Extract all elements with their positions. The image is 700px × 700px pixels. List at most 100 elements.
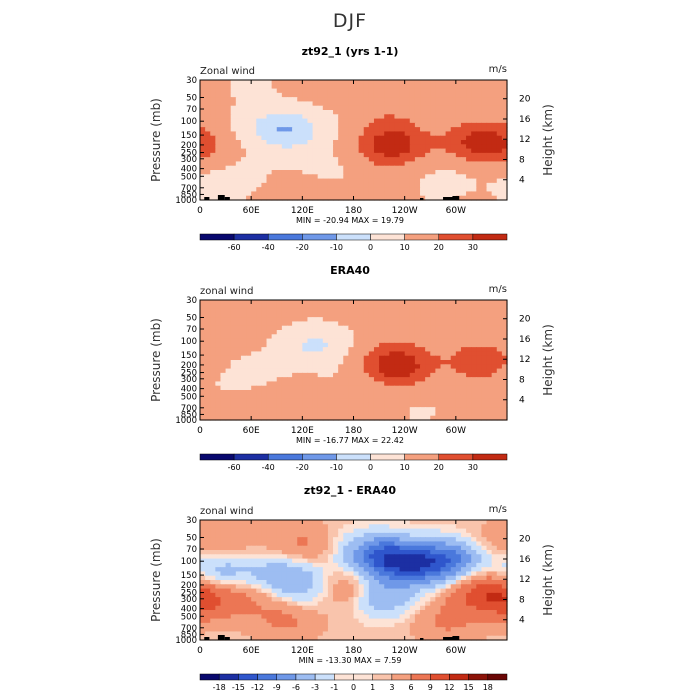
contour-cell [343, 575, 349, 581]
contour-cell [312, 122, 319, 128]
contour-cell [445, 398, 452, 404]
contour-cell [276, 135, 283, 141]
contour-cell [414, 92, 421, 98]
contour-cell [317, 402, 324, 408]
contour-cell [501, 588, 508, 594]
contour-cell [435, 567, 442, 573]
contour-cell [491, 304, 498, 310]
contour-cell [425, 580, 431, 585]
contour-cell [414, 101, 421, 107]
contour-cell [256, 321, 262, 327]
contour-cell [200, 351, 206, 357]
contour-cell [235, 407, 242, 413]
contour-cell [200, 381, 206, 387]
contour-cell [210, 351, 216, 357]
contour-cell [430, 312, 436, 318]
contour-cell [286, 187, 293, 193]
contour-cell [261, 532, 268, 538]
contour-cell [246, 610, 252, 615]
contour-cell [389, 187, 396, 193]
contour-cell [302, 300, 309, 305]
contour-cell [225, 317, 232, 323]
contour-cell [240, 377, 247, 383]
contour-cell [327, 157, 334, 163]
contour-cell [358, 347, 365, 353]
pressure-tick-label: 250 [181, 149, 197, 159]
y-axis-label: Pressure (mb) [149, 318, 163, 402]
contour-cell [302, 321, 309, 327]
contour-cell [471, 402, 477, 408]
contour-cell [409, 407, 416, 413]
contour-cell [348, 545, 355, 551]
contour-cell [445, 580, 452, 585]
contour-cell [200, 152, 206, 158]
contour-cell [481, 347, 488, 353]
contour-cell [379, 550, 385, 555]
contour-cell [501, 312, 508, 318]
contour-cell [440, 148, 447, 154]
contour-cell [435, 618, 442, 624]
contour-cell [200, 532, 206, 538]
contour-cell [358, 377, 365, 383]
contour-cell [235, 601, 242, 607]
contour-cell [348, 170, 355, 175]
contour-cell [343, 554, 349, 560]
colorbar-swatch [302, 453, 337, 461]
contour-cell [455, 398, 462, 404]
contour-cell [440, 390, 447, 395]
contour-cell [297, 144, 303, 150]
contour-cell [225, 351, 232, 357]
contour-cell [476, 610, 483, 615]
contour-cell [414, 575, 421, 581]
contour-cell [271, 182, 278, 188]
contour-cell [414, 545, 421, 551]
contour-cell [276, 351, 283, 357]
contour-cell [266, 622, 273, 628]
contour-cell [466, 524, 472, 530]
contour-cell [246, 338, 252, 344]
contour-cell [435, 588, 442, 594]
contour-cell [266, 364, 273, 370]
contour-cell [384, 377, 390, 383]
contour-cell [486, 394, 493, 400]
contour-cell [409, 537, 416, 543]
contour-cell [322, 407, 329, 413]
contour-cell [435, 300, 442, 305]
contour-cell [496, 377, 503, 383]
contour-cell [404, 182, 411, 188]
contour-cell [363, 390, 370, 395]
contour-cell [251, 528, 257, 534]
contour-cell [235, 571, 242, 577]
contour-cell [281, 575, 288, 581]
contour-cell [476, 385, 483, 391]
contour-cell [496, 385, 503, 391]
contour-cell [210, 170, 216, 175]
height-tick-label: 8 [519, 155, 525, 165]
contour-cell [440, 398, 447, 404]
height-tick-label: 4 [519, 396, 525, 406]
contour-cell [481, 105, 488, 111]
contour-cell [450, 304, 457, 310]
contour-cell [297, 342, 303, 348]
contour-cell [476, 571, 483, 577]
contour-cell [286, 131, 293, 137]
contour-cell [450, 342, 457, 348]
contour-cell [455, 580, 462, 585]
contour-cell [373, 308, 380, 314]
contour-cell [338, 610, 344, 615]
contour-cell [266, 135, 273, 141]
contour-cell [358, 355, 365, 361]
contour-cell [261, 325, 268, 331]
contour-cell [327, 105, 334, 111]
contour-cell [389, 88, 396, 94]
contour-cell [256, 161, 262, 167]
contour-cell [240, 152, 247, 158]
contour-cell [353, 575, 360, 581]
contour-cell [307, 338, 314, 344]
contour-cell [297, 394, 303, 400]
contour-cell [307, 575, 314, 581]
contour-cell [302, 351, 309, 357]
contour-cell [215, 148, 222, 154]
contour-cell [261, 84, 268, 90]
contour-cell [246, 88, 252, 94]
